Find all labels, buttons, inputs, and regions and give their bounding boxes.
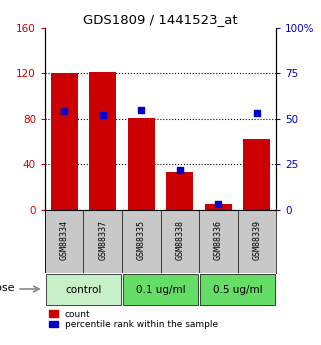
Text: GSM88335: GSM88335 <box>137 220 146 260</box>
Bar <box>46 274 121 305</box>
Point <box>139 107 144 112</box>
Legend: count, percentile rank within the sample: count, percentile rank within the sample <box>49 310 218 329</box>
Text: dose: dose <box>0 283 15 293</box>
Bar <box>166 172 193 210</box>
Bar <box>200 274 275 305</box>
Text: 0.5 ug/ml: 0.5 ug/ml <box>213 285 262 295</box>
Text: 0.1 ug/ml: 0.1 ug/ml <box>136 285 185 295</box>
Text: GSM88337: GSM88337 <box>98 220 107 260</box>
Point <box>100 112 105 118</box>
Point <box>177 167 182 172</box>
Bar <box>243 139 270 210</box>
Title: GDS1809 / 1441523_at: GDS1809 / 1441523_at <box>83 13 238 27</box>
Text: GSM88336: GSM88336 <box>214 220 223 260</box>
Bar <box>128 118 155 210</box>
Text: GSM88338: GSM88338 <box>175 220 184 260</box>
Bar <box>205 204 232 210</box>
Bar <box>51 73 78 210</box>
Text: control: control <box>65 285 102 295</box>
Text: GSM88339: GSM88339 <box>252 220 261 260</box>
Bar <box>123 274 198 305</box>
Bar <box>89 72 116 210</box>
Point <box>62 109 67 114</box>
Point <box>216 202 221 207</box>
Text: GSM88334: GSM88334 <box>60 220 69 260</box>
Point <box>254 110 259 116</box>
